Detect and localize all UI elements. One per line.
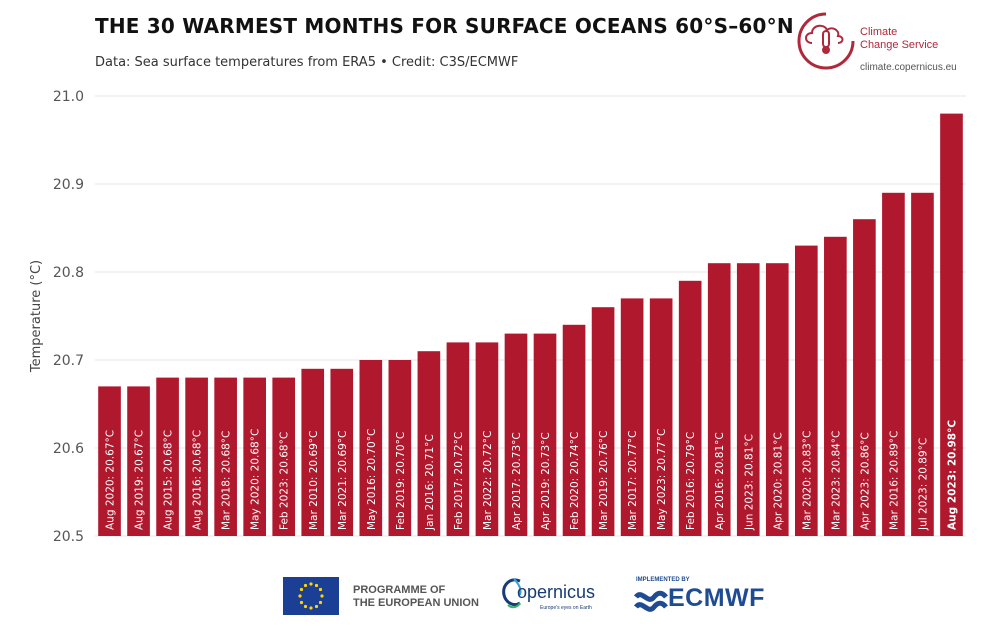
bar-data-label: Mar 2021: 20.69°C (337, 431, 349, 530)
chart-subtitle: Data: Sea surface temperatures from ERA5… (95, 55, 519, 70)
bar (649, 298, 673, 536)
ecmwf-waves-icon (634, 590, 668, 612)
bar (475, 342, 499, 536)
bar (417, 351, 441, 536)
c3s-name: Climate Change Service (860, 26, 938, 52)
c3s-name-line1: Climate (860, 26, 898, 38)
bar (765, 263, 789, 536)
bar (301, 368, 325, 536)
bar (911, 192, 934, 537)
bar (98, 386, 121, 536)
bar (272, 377, 296, 536)
eu-text-line1: PROGRAMME OF (353, 584, 446, 596)
footer-logos: PROGRAMME OF THE EUROPEAN UNION opernicu… (0, 570, 988, 630)
bar (562, 324, 586, 536)
bar-data-label: Aug 2015: 20.68°C (163, 430, 175, 530)
chart-title: THE 30 WARMEST MONTHS FOR SURFACE OCEANS… (95, 14, 794, 38)
c3s-name-line2: Change Service (860, 39, 939, 51)
bar-data-label: Aug 2020: 20.67°C (105, 430, 117, 530)
bar (185, 377, 208, 536)
copernicus-name: opernicus (517, 582, 596, 602)
bar-data-label: May 2016: 20.70°C (366, 429, 378, 530)
bar (330, 368, 354, 536)
ecmwf-name: ECMWF (668, 584, 765, 612)
bar-chart: 20.5 20.6 20.7 20.8 20.9 21.0 Temperature (°C)… (29, 89, 966, 545)
c3s-logo-icon (797, 12, 855, 70)
bar-data-label: Jul 2023: 20.89°C (917, 438, 929, 531)
bar (533, 333, 557, 536)
bar (882, 192, 905, 537)
bar-data-label: Mar 2023: 20.84°C (830, 431, 842, 530)
bar-data-label: Mar 2019: 20.76°C (598, 431, 610, 530)
eu-flag-icon (283, 577, 339, 615)
bar-data-label: Apr 2023: 20.86°C (859, 432, 871, 530)
bar-data-label: Mar 2017: 20.77°C (627, 431, 639, 530)
bar-data-label: Mar 2018: 20.68°C (221, 431, 233, 530)
bar (707, 263, 731, 536)
bar (214, 377, 237, 536)
bar (736, 263, 760, 536)
eu-programme-text: PROGRAMME OF THE EUROPEAN UNION (353, 584, 479, 610)
y-tick-label: 20.6 (53, 441, 84, 457)
bar (824, 236, 847, 537)
bar (388, 360, 412, 536)
bar-data-label: Apr 2017: 20.73°C (511, 432, 523, 530)
bar-data-label: May 2020: 20.68°C (250, 429, 262, 530)
bar-data-label: Jan 2016: 20.71°C (424, 434, 436, 531)
bar (853, 219, 876, 536)
bar (156, 377, 179, 536)
bar-data-label: May 2023: 20.77°C (656, 429, 668, 530)
y-tick-label: 20.7 (53, 353, 84, 369)
bar-data-label: Feb 2017: 20.72°C (453, 432, 465, 530)
bar-data-label: Apr 2016: 20.81°C (714, 432, 726, 530)
bar-data-label: Aug 2019: 20.67°C (134, 430, 146, 530)
bar (446, 342, 470, 536)
bar (591, 307, 615, 536)
bar-data-label: Feb 2023: 20.68°C (279, 432, 291, 530)
bar (940, 113, 963, 536)
bar-data-label: Mar 2016: 20.89°C (888, 431, 900, 530)
bar (620, 298, 644, 536)
y-tick-label: 20.8 (53, 265, 84, 281)
bar-data-label: Feb 2016: 20.79°C (685, 432, 697, 530)
y-tick-label: 20.5 (53, 529, 84, 545)
bar (794, 245, 818, 536)
y-axis-label: Temperature (°C) (29, 260, 44, 373)
bar (127, 386, 150, 536)
copernicus-tagline: Europe's eyes on Earth (540, 605, 592, 611)
c3s-url: climate.copernicus.eu (860, 62, 957, 73)
eu-text-line2: THE EUROPEAN UNION (353, 597, 479, 609)
bar (504, 333, 528, 536)
bar-data-label: Aug 2023: 20.98°C (946, 420, 958, 530)
bar (359, 360, 383, 536)
bar-data-label: Jun 2023: 20.81°C (743, 434, 755, 531)
bar-data-label: Feb 2020: 20.74°C (569, 432, 581, 530)
ecmwf-implemented-by: IMPLEMENTED BY (636, 577, 690, 583)
bar-data-label: Aug 2016: 20.68°C (192, 430, 204, 530)
y-tick-label: 20.9 (53, 177, 84, 193)
bar-data-label: Apr 2020: 20.81°C (772, 432, 784, 530)
bar-data-label: Mar 2020: 20.83°C (801, 431, 813, 530)
bar-data-label: Feb 2019: 20.70°C (395, 432, 407, 530)
bar-data-label: Mar 2022: 20.72°C (482, 431, 494, 530)
bar (678, 280, 702, 536)
bar (243, 377, 267, 536)
y-tick-label: 21.0 (53, 89, 84, 105)
bar-data-label: Mar 2010: 20.69°C (308, 431, 320, 530)
copernicus-swirl-icon (502, 578, 522, 609)
bar-data-label: Apr 2019: 20.73°C (540, 432, 552, 530)
